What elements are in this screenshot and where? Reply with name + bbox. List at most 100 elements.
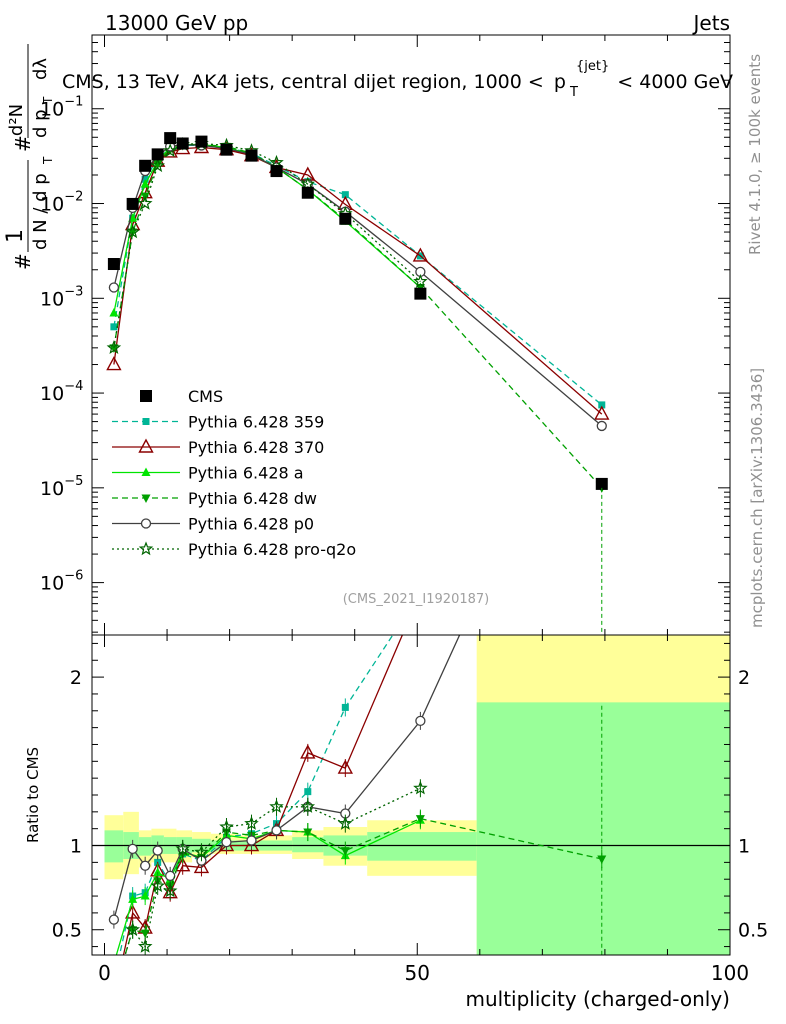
ratio-point [153,867,163,876]
series-pythia-6-428-p0 [108,139,607,432]
legend-label: Pythia 6.428 359 [188,413,324,432]
ratio-point [244,815,259,830]
ratio-point [165,870,176,881]
legend-marker [138,438,154,453]
uncertainty-band-inner [476,702,730,955]
main-y-tick-labels: 10−6 10−5 10−4 10−3 10−2 10−1 [40,95,83,595]
analysis-watermark: (CMS_2021_I1920187) [343,592,490,607]
ratio-point [175,841,190,856]
legend-marker [141,494,151,503]
data-point [109,344,119,353]
y-tick-label: 10−4 [40,379,83,405]
ratio-series-pythia-6-428-pro-q2o [124,779,428,955]
data-point [151,148,164,161]
data-point [412,247,429,262]
legend-item: Pythia 6.428 p0 [112,515,314,534]
data-point [139,159,152,172]
ratio-point [337,759,353,774]
ratio-point [304,788,312,796]
main-series-group [106,132,610,635]
legend-label: Pythia 6.428 dw [188,489,317,508]
data-point [341,191,349,199]
chart-title-sub: T [569,85,578,100]
ratio-point [194,844,209,859]
legend-item: Pythia 6.428 370 [112,438,324,457]
ratio-uncertainty-bands [104,635,730,955]
data-point [109,307,119,317]
ratio-point [219,819,234,834]
ratio-point [221,837,232,848]
legend: CMS Pythia 6.428 359 Pythia 6.428 370 Pythi… [112,387,356,559]
data-point [595,477,608,490]
mcplots-label: mcplots.cern.ch [arXiv:1306.3436] [748,368,766,628]
ratio-point [140,860,151,871]
ratio-line [124,817,602,955]
rivet-version-label: Rivet 4.1.0, ≥ 100k events [746,54,764,255]
data-point [125,224,140,239]
data-point [245,149,258,162]
ratio-point [127,843,138,855]
series-line [113,146,603,415]
ratio-point [140,929,150,939]
ratio-point [193,858,210,874]
data-point [106,356,122,371]
data-point [150,158,165,173]
ratio-point [140,891,150,900]
data-point [270,165,283,178]
data-point [107,258,120,271]
ylabel-dpt-sub: T [41,96,55,105]
ratio-point [300,744,316,759]
legend-item: Pythia 6.428 pro-q2o [112,540,356,559]
main-axis-ticks [92,35,731,635]
ratio-point [243,837,260,852]
series-line [113,143,603,489]
ylabel-hash-2: # [11,135,35,152]
ylabel-hash: # [11,253,35,270]
ratio-point [125,922,140,936]
series-line [113,143,603,427]
ratio-point [271,825,282,836]
y-tick-label: 10−5 [40,474,83,500]
ratio-point [415,815,425,824]
series-pythia-6-428-dw [109,140,607,493]
main-y-axis-label: # 1 d N / d p T # d²N d p T dλ [3,44,55,270]
legend-marker [138,541,154,556]
ylabel-one: 1 [3,229,28,243]
ratio-series-group [92,635,730,984]
ratio-point [340,847,350,856]
ratio-point [128,894,138,903]
ratio-y-tick-label: 0.5 [52,920,82,942]
ratio-point [152,845,163,856]
ratio-point [269,799,284,813]
ratio-y-tick-label-right: 1 [738,836,750,858]
ratio-point [338,815,353,830]
legend-item: Pythia 6.428 359 [112,413,324,432]
ratio-point [137,938,153,953]
chart-title: CMS, 13 TeV, AK4 jets, central dijet reg… [62,53,733,101]
data-point [164,132,177,145]
y-tick-label: 10−6 [40,569,83,595]
legend-label: CMS [188,387,223,406]
ratio-point [303,828,313,838]
data-point [301,186,314,199]
ylabel-d2n: d²N [6,104,27,136]
ratio-y-tick-label-right: 0.5 [738,920,768,942]
ratio-series-pythia-6-428-359 [110,635,394,984]
ratio-point [246,835,257,846]
ratio-point [110,977,117,984]
chart-title-lead: CMS, 13 TeV, AK4 jets, central dijet reg… [62,71,544,93]
ratio-y-tick-label: 2 [70,667,82,689]
ratio-point [162,883,178,898]
data-point [195,135,208,148]
legend-label: Pythia 6.428 370 [188,438,324,457]
ratio-series-pythia-6-428-370 [122,635,404,955]
ratio-y-axis-label: Ratio to CMS [24,747,42,843]
chart-title-tail: < 4000 GeV [617,71,733,93]
y-tick-label: 10−2 [40,190,83,216]
series-line [113,144,603,406]
header-right: Jets [692,11,730,35]
legend-label: Pythia 6.428 a [188,464,304,483]
x-tick-label: 0 [98,961,111,985]
data-point [596,420,607,432]
